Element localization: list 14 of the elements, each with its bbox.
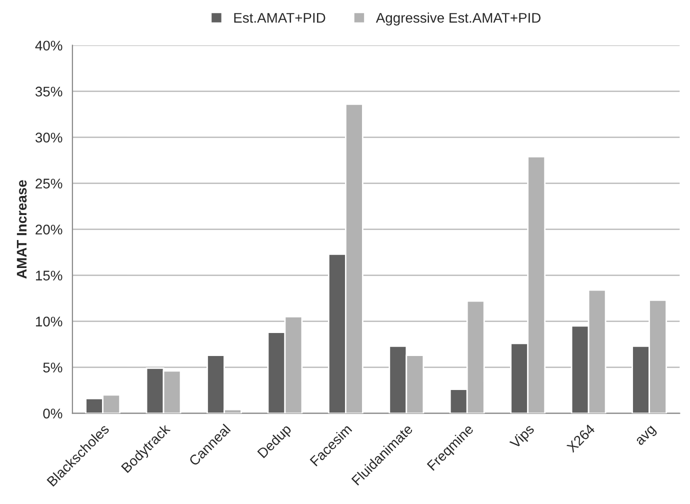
- legend-label: Aggressive Est.AMAT+PID: [376, 12, 541, 26]
- y-tick-label: 30%: [35, 132, 62, 143]
- y-tick-label: 35%: [35, 86, 62, 97]
- y-tick-label: 10%: [36, 316, 62, 326]
- y-tick-label: 40%: [35, 40, 62, 51]
- legend-label: Est.AMAT+PID: [234, 13, 326, 23]
- y-tick-label: 20%: [36, 224, 62, 234]
- y-tick-label: 25%: [36, 178, 62, 188]
- x-tick-label: Vips: [508, 423, 537, 452]
- x-tick-label: avg: [636, 425, 658, 448]
- y-axis-title: AMAT Increase: [16, 180, 27, 279]
- y-tick-label: 0%: [43, 408, 62, 418]
- y-tick-label: 5%: [43, 362, 62, 372]
- y-tick-label: 15%: [36, 270, 62, 280]
